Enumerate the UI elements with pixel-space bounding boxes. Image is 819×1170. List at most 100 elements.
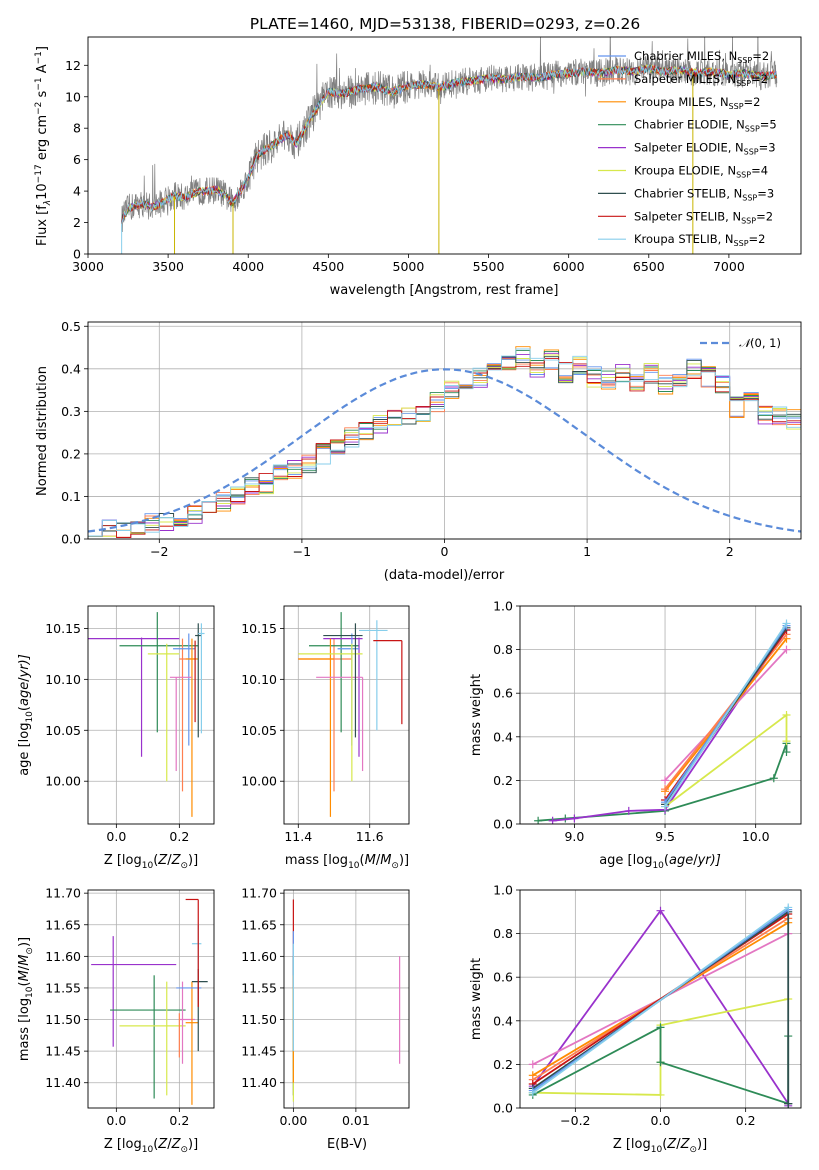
y-tick-label: 4 [73,184,81,199]
legend-label: Salpeter STELIB, NSSP=2 [634,209,773,225]
mass-weight-marker [548,816,557,824]
y-tick-label: 0.4 [493,729,513,744]
x-axis-label: E(B-V) [327,1137,367,1152]
y-tick-label: 11.65 [45,917,81,932]
x-tick-label: −1 [293,544,311,559]
x-tick-label: 0.2 [169,829,189,844]
x-tick-label: 0.0 [651,1113,671,1128]
y-tick-label: 0 [73,247,81,262]
gaussian-reference-curve [88,368,801,533]
x-axis-label: mass [log10(M/M⊙)] [285,853,409,871]
age-vs-Z-plot-area [88,612,205,817]
errorbar-point [110,975,186,1099]
errorbar-point [169,676,192,772]
y-tick-label: 0.5 [61,319,81,334]
x-axis-label: age [log10(age/yr)] [599,853,721,871]
y-tick-label: 10.15 [45,621,81,636]
x-tick-label: 1 [583,544,591,559]
x-tick-label: 9.0 [564,829,584,844]
axes-frame [87,889,215,1109]
x-tick-label: 10.0 [742,829,770,844]
y-tick-label: 10.05 [45,723,81,738]
y-tick-label: 11.45 [45,1044,81,1059]
y-tick-label: 0.0 [493,1101,513,1116]
errorbar-point [373,640,403,725]
y-tick-label: 0.0 [61,532,81,547]
mass-weight-marker [782,748,791,757]
axes-frame [519,605,802,825]
errorbar-point [309,612,359,733]
figure-title: PLATE=1460, MJD=53138, FIBERID=0293, z=0… [250,15,640,33]
x-tick-label: 3000 [72,259,104,274]
x-tick-label: 7000 [713,259,745,274]
y-tick-label: 11.50 [241,1012,277,1027]
y-tick-label: 0.0 [493,817,513,832]
y-tick-label: 12 [65,58,81,73]
errorbar-point [119,981,186,1096]
y-axis-label: Normed distribution [35,366,50,496]
y-tick-label: 10.10 [241,672,277,687]
axes-frame [87,605,215,825]
y-axis-label: mass weight [469,958,484,1040]
y-axis-label: age [log10(age/yr)] [17,654,35,776]
x-axis-label: Z [log10(Z/Z⊙)] [104,1137,198,1155]
errorbar-point [91,936,177,1047]
y-tick-label: 11.65 [241,917,277,932]
x-tick-label: 2 [726,544,734,559]
mass-weight-marker [528,1060,537,1069]
x-tick-label: 4000 [232,259,264,274]
x-tick-label: 0 [441,544,449,559]
mass-weight-marker [769,774,778,783]
model-spectrum-line [121,63,777,224]
x-axis-label: Z [log10(Z/Z⊙)] [613,1137,707,1155]
x-tick-label: 0.2 [736,1113,756,1128]
axes-frame [519,889,802,1109]
x-axis-label: wavelength [Angstrom, rest frame] [330,283,559,298]
y-tick-label: 10.00 [45,774,81,789]
y-tick-label: 8 [73,121,81,136]
legend-label: Kroupa MILES, NSSP=2 [634,95,760,111]
mass-weight-marker [782,711,791,719]
y-tick-label: 6 [73,152,81,167]
y-tick-label: 0.2 [493,1057,513,1072]
x-tick-label: 5500 [473,259,505,274]
mass-vs-Z-plot-area [91,898,208,1105]
axes-frame [87,36,802,255]
mass-vs-EBV-axes: 0.00 0.01 11.40 11.45 11.50 11.55 11.60 11.65 11… [241,886,410,1152]
x-tick-label: −0.2 [560,1113,590,1128]
errorbar-point [323,623,363,738]
y-tick-label: 0.6 [493,970,513,985]
residual-histogram-step [88,357,801,538]
age-vs-Z-axes: 0.0 0.2 10.00 10.05 10.10 10.15 Z [log10(Z/Z⊙)… [17,605,215,871]
x-tick-label: 0.01 [342,1113,370,1128]
y-tick-label: 0.1 [61,489,81,504]
residual-histogram-step [88,348,801,537]
errorbar-point [195,623,202,738]
mass-weight-marker [661,802,670,811]
mass-weight-marker [528,1088,537,1097]
x-tick-label: 9.5 [655,829,675,844]
x-tick-label: 11.6 [356,829,384,844]
y-tick-label: 0.4 [61,361,81,376]
y-tick-label: 2 [73,215,81,230]
y-tick-label: 0.6 [493,686,513,701]
residuals-axes: −2 −1 0 1 2 0.0 0.1 0.2 0.3 0.4 0.5 𝒩(0, 1) (data-mo… [35,319,802,583]
legend-label: Kroupa STELIB, NSSP=2 [634,232,765,248]
legend-label: Chabrier MILES, NSSP=2 [634,49,769,65]
spectrum-plot-area [121,37,778,254]
errorbar-point [198,623,205,734]
y-tick-label: 1.0 [493,599,513,614]
legend-label: Chabrier STELIB, NSSP=3 [634,186,774,202]
mass-weight-marker [624,806,633,815]
y-tick-label: 11.70 [45,886,81,901]
x-tick-label: 4500 [312,259,344,274]
errorbar-point [147,643,180,782]
y-tick-label: 0.8 [493,642,513,657]
mass-weight-line [664,633,788,790]
mass-weight-marker [782,619,791,628]
massweight-vs-Z-axes: −0.2 0.0 0.2 0.0 0.2 0.4 0.6 0.8 1.0 Z [log10(Z/Z… [469,883,802,1155]
y-tick-label: 11.45 [241,1044,277,1059]
mass-weight-marker [784,903,793,912]
x-axis-label: (data-model)/error [384,568,505,583]
y-tick-label: 11.70 [241,886,277,901]
